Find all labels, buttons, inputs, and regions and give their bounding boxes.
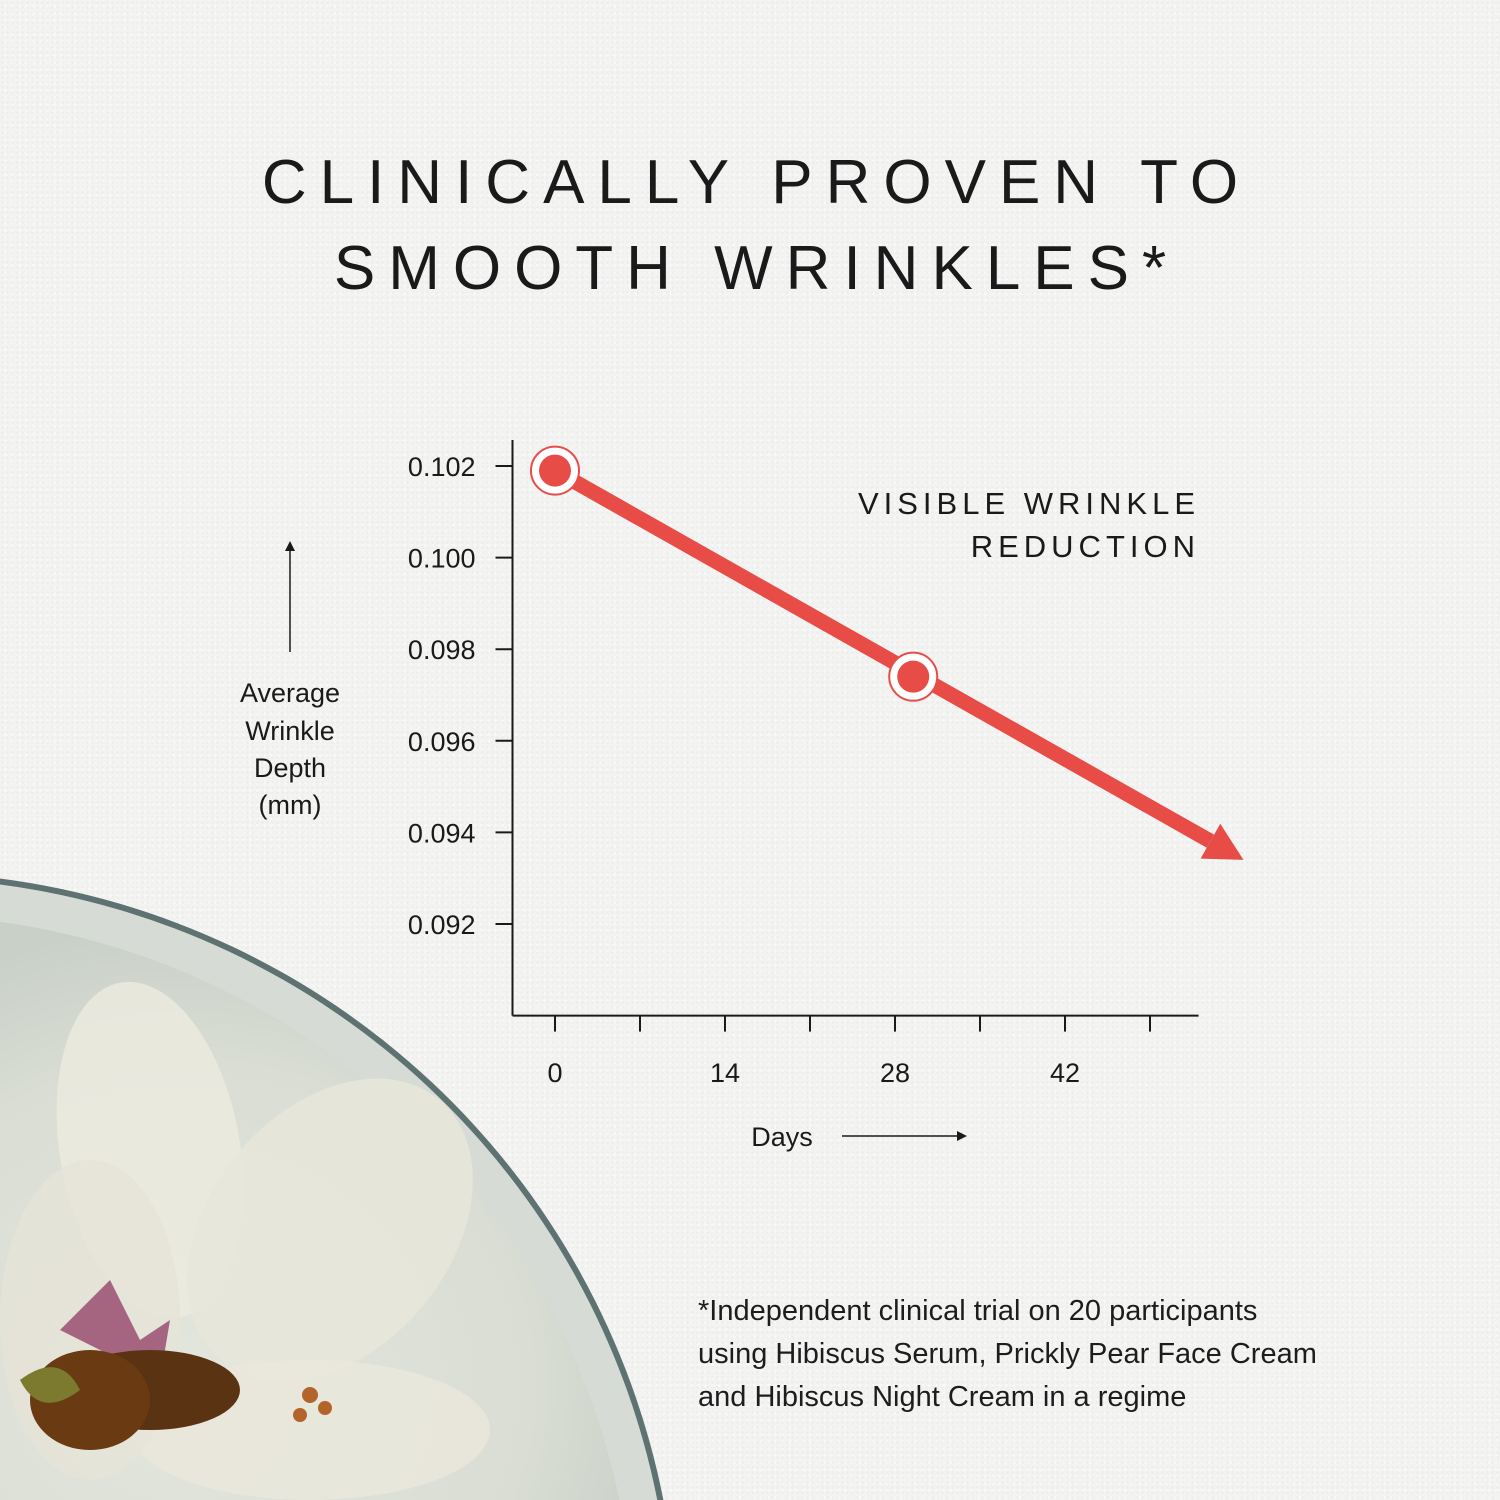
- y-tick-label: 0.100: [408, 544, 476, 574]
- y-tick-label: 0.096: [408, 727, 476, 757]
- page-title: CLINICALLY PROVEN TO SMOOTH WRINKLES*: [0, 140, 1500, 312]
- y-label-line: (mm): [259, 790, 322, 820]
- chart-axes: 0.102 0.100 0.098 0.096 0.094 0.092 0 14 28 42: [408, 440, 1199, 1088]
- chart-marks: [530, 445, 1244, 860]
- y-label-line: Depth: [254, 753, 326, 783]
- x-axis-label: Days: [751, 1122, 813, 1152]
- y-label-arrowhead-icon: [285, 541, 295, 551]
- footnote-line-1: *Independent clinical trial on 20 partic…: [698, 1295, 1258, 1327]
- x-tick-label: 28: [880, 1058, 910, 1088]
- title-line-1: CLINICALLY PROVEN TO: [261, 148, 1252, 217]
- hibiscus-flower: [0, 981, 490, 1500]
- data-point: [897, 660, 930, 693]
- data-point: [539, 454, 571, 487]
- y-axis-label: Average Wrinkle Depth (mm): [240, 678, 340, 820]
- y-tick-label: 0.094: [408, 818, 476, 848]
- y-tick-label: 0.102: [408, 452, 476, 482]
- annotation-line-1: VISIBLE WRINKLE: [858, 486, 1200, 521]
- x-tick-label: 14: [710, 1058, 740, 1088]
- footnote-line-2: using Hibiscus Serum, Prickly Pear Face …: [698, 1338, 1317, 1370]
- trend-line: [551, 464, 1215, 848]
- title-line-2: SMOOTH WRINKLES*: [333, 234, 1180, 303]
- x-tick-label: 0: [547, 1058, 562, 1088]
- y-label-line: Average: [240, 678, 340, 708]
- x-tick-label: 42: [1050, 1058, 1080, 1088]
- y-tick-label: 0.092: [408, 910, 476, 940]
- y-label-line: Wrinkle: [245, 716, 335, 746]
- y-tick-label: 0.098: [408, 635, 476, 665]
- trend-arrowhead: [1200, 823, 1244, 860]
- footnote: *Independent clinical trial on 20 partic…: [698, 1290, 1458, 1419]
- footnote-line-3: and Hibiscus Night Cream in a regime: [698, 1381, 1187, 1413]
- x-label-arrowhead-icon: [957, 1131, 967, 1141]
- annotation-line-2: REDUCTION: [971, 529, 1200, 564]
